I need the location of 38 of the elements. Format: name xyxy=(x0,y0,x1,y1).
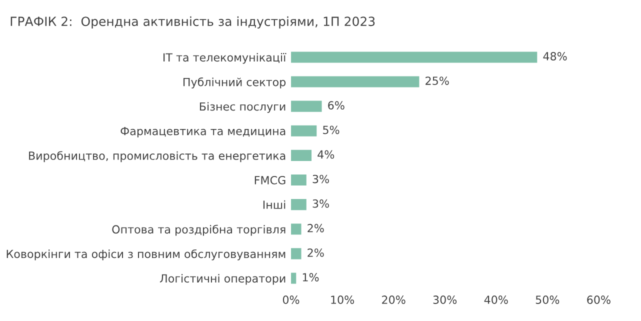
data-label: 6% xyxy=(328,101,344,110)
data-label: 48% xyxy=(543,52,567,60)
x-tick-label: 50% xyxy=(536,296,560,304)
y-tick-label: Виробництво, промисловість та енергетика xyxy=(29,151,286,162)
data-label: 2% xyxy=(308,224,324,232)
data-label: 1% xyxy=(302,273,319,282)
bar xyxy=(291,174,306,186)
data-label: 3% xyxy=(312,199,329,208)
x-tick-label: 60% xyxy=(587,296,610,304)
x-tick-label: 20% xyxy=(382,296,406,304)
y-tick-label: Публічний сектор xyxy=(183,77,286,88)
y-tick-label: FMCG xyxy=(254,176,286,184)
x-tick-label: 10% xyxy=(331,296,354,304)
bar xyxy=(291,52,538,63)
y-tick-label: Бізнес послуги xyxy=(200,102,286,113)
y-tick-label: Коворкінги та офіси з повним обслуговуванням xyxy=(6,249,286,260)
data-label: 4% xyxy=(318,150,334,159)
bar xyxy=(291,248,302,260)
y-tick-label: ІТ та телекомунікації xyxy=(164,52,286,64)
x-tick-label: 30% xyxy=(433,296,457,304)
data-label: 3% xyxy=(312,174,329,184)
y-tick-label: Оптова та роздрібна торгівля xyxy=(112,224,286,236)
data-label: 25% xyxy=(426,76,449,85)
bar xyxy=(291,125,317,136)
bar xyxy=(291,100,322,112)
bar xyxy=(291,76,420,88)
chart-title: ГРАФІК 2: Орендна активність за індустріями, 1П 2023 xyxy=(10,16,375,29)
bar xyxy=(291,199,306,210)
data-label: 5% xyxy=(323,126,340,134)
bar xyxy=(291,272,296,284)
x-tick-label: 0% xyxy=(282,296,300,304)
y-tick-label: Логістичні оператори xyxy=(160,274,286,285)
y-tick-label: Інші xyxy=(263,200,286,209)
bar xyxy=(291,150,312,161)
y-tick-label: Фармацевтика та медицина xyxy=(120,127,286,138)
data-label: 2% xyxy=(308,248,324,257)
bar xyxy=(291,224,302,235)
x-tick-label: 40% xyxy=(484,296,508,304)
